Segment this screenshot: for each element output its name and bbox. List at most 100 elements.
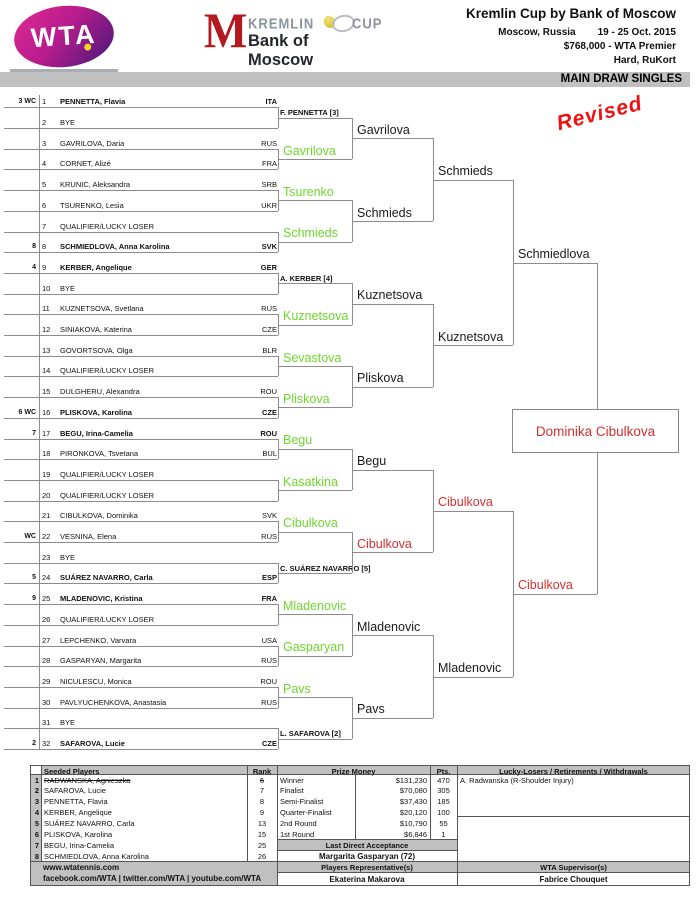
entry-position: 7 <box>42 221 47 231</box>
footer-grid-line <box>277 839 457 841</box>
round3-connector <box>433 138 434 222</box>
entry-player-name: PIRONKOVA, Tsvetana <box>60 449 139 459</box>
prize-points: 1 <box>441 829 446 839</box>
entry-position: 1 <box>42 97 47 107</box>
entry-position: 3 <box>42 138 47 148</box>
round2-line <box>278 738 352 740</box>
prize-points: 55 <box>439 819 448 828</box>
match-winner-label: Kuznetsova <box>438 329 504 344</box>
semifinal-line <box>513 593 597 595</box>
round3-connector <box>433 303 434 387</box>
semifinal-line <box>513 262 597 264</box>
wta-logo: WTA <box>11 0 117 73</box>
wta-logo-underline <box>10 69 118 72</box>
entry-country: RUS <box>261 304 277 314</box>
wta-website-link: www.wtatennis.com <box>43 863 120 872</box>
entry-country: CZE <box>262 325 277 334</box>
entry-country: ITA <box>265 97 277 107</box>
last-direct-acceptance-header <box>277 839 457 851</box>
entry-underline <box>4 169 278 171</box>
entry-underline <box>4 624 278 626</box>
kremlin-logo-cup: Cup <box>352 15 383 32</box>
match-winner-label: A. KERBER [4] <box>280 273 333 283</box>
prize-round-label: Finalist <box>280 786 304 796</box>
prize-amount: $20,120 <box>399 808 427 818</box>
round3-line <box>352 386 433 388</box>
entry-player-name: KERBER, Angelique <box>60 262 132 272</box>
draw-entry: 2 32 SAFAROVA, Lucie CZE <box>0 739 278 749</box>
entry-player-name: GAVRILOVA, Daria <box>60 138 125 148</box>
round3-line <box>352 138 433 140</box>
draw-entry: WC 22 VESNINA, Elena RUS <box>0 532 278 542</box>
seeded-row-name: KERBER, Angelique <box>44 808 112 818</box>
kremlin-logo-bank: Bank of Moscow <box>248 32 314 69</box>
entry-seed: 7 <box>32 429 36 437</box>
seeded-row-number: 5 <box>34 819 39 828</box>
entry-player-name: SINIAKOVA, Katerina <box>60 325 132 334</box>
entry-underline <box>4 666 278 668</box>
round3-line <box>352 635 433 637</box>
kremlin-logo-monogram: M <box>203 2 248 58</box>
seeded-row-name: BEGU, Irina-Camelia <box>44 840 115 850</box>
entry-player-name: LEPCHENKO, Varvara <box>60 635 137 645</box>
footer-links-block <box>30 861 277 886</box>
entry-country: SVK <box>261 242 277 252</box>
match-winner-label: Pliskova <box>357 371 404 386</box>
round3-line <box>352 469 433 471</box>
seeded-row-name: SAFAROVA, Lucie <box>44 786 106 796</box>
round2-connector <box>352 531 353 574</box>
round2-connector <box>352 200 353 242</box>
match-winner-label: Schmieds <box>438 164 493 179</box>
entry-country: BLR <box>262 345 277 355</box>
players-rep-title: Players Representative(s) <box>321 863 413 872</box>
entry-country: SRB <box>261 180 277 190</box>
entry-position: 19 <box>42 469 51 479</box>
entry-position: 27 <box>42 635 51 645</box>
entry-position: 4 <box>42 159 47 169</box>
draw-entry: 12 SINIAKOVA, Katerina CZE <box>0 325 278 335</box>
entry-underline <box>4 335 278 336</box>
revised-stamp: Revised <box>554 91 645 136</box>
seeded-row-rank: 15 <box>257 829 267 839</box>
entry-underline <box>4 314 278 316</box>
entry-underline <box>4 707 278 709</box>
footer-grid-line <box>247 765 248 861</box>
seeded-row-number: 1 <box>34 775 39 785</box>
entry-player-name: VESNINA, Elena <box>60 532 117 541</box>
round2-line <box>278 531 352 533</box>
seeded-row-name: PLISKOVA, Karolina <box>44 829 113 839</box>
entry-underline <box>4 376 278 378</box>
entry-position: 21 <box>42 511 51 521</box>
round2-line <box>278 159 352 161</box>
banner-title: MAIN DRAW SINGLES <box>560 73 682 85</box>
entry-underline <box>4 686 278 688</box>
match-winner-label: Pavs <box>357 702 385 717</box>
round2-line <box>278 324 352 326</box>
round2-connector <box>352 614 353 656</box>
entry-position: 29 <box>42 676 51 686</box>
champion-box: Dominika Cibulkova <box>512 409 679 453</box>
match-winner-label: Mladenovic <box>283 598 347 613</box>
prize-round-label: Quarter-Finalist <box>280 808 332 818</box>
tournament-info: Kremlin Cup by Bank of Moscow Moscow, Ru… <box>466 6 676 69</box>
round1-connector <box>278 355 279 377</box>
entry-seed: 4 <box>32 263 36 271</box>
seeded-players-header: Seeded Players <box>44 766 100 776</box>
prize-amount: $131,230 <box>395 775 427 785</box>
draw-entry: 28 GASPARYAN, Margarita RUS <box>0 656 278 666</box>
draw-entry: 6 TSURENKO, Lesia UKR <box>0 201 278 211</box>
draw-entry: 31 BYE <box>0 718 278 728</box>
tournament-prize: $768,000 - WTA Premier <box>563 41 676 52</box>
footer-grid-line <box>355 774 356 840</box>
seeded-row-number: 4 <box>34 808 39 818</box>
entry-country: ROU <box>260 676 277 686</box>
entry-underline <box>4 479 278 481</box>
quarterfinal-connector <box>513 510 514 677</box>
entry-player-name: KRUNIC, Aleksandra <box>60 180 131 190</box>
seeded-row-rank: 26 <box>257 851 267 861</box>
entry-country: BUL <box>262 449 277 459</box>
entry-underline <box>4 438 278 440</box>
match-winner-label: Schmiedlova <box>518 247 590 262</box>
entry-country: ROU <box>260 428 277 438</box>
